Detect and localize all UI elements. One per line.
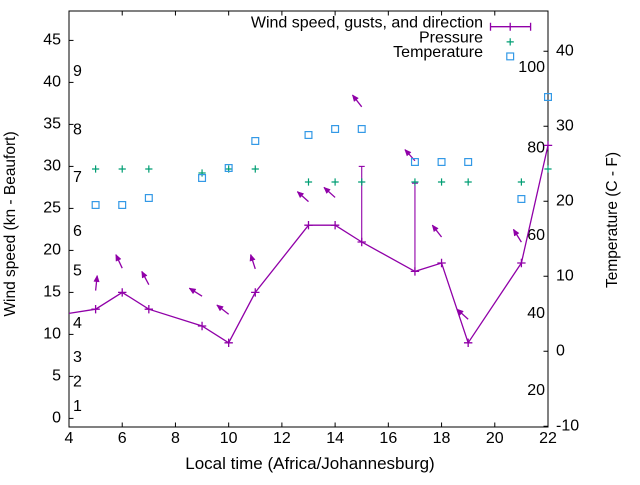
svg-text:40: 40 xyxy=(527,305,545,322)
svg-text:6: 6 xyxy=(118,430,127,447)
svg-text:8: 8 xyxy=(171,430,180,447)
svg-text:80: 80 xyxy=(527,140,545,157)
svg-text:9: 9 xyxy=(73,63,82,80)
svg-text:1: 1 xyxy=(73,398,82,415)
svg-text:20: 20 xyxy=(527,382,545,399)
svg-text:0: 0 xyxy=(556,342,565,359)
svg-text:4: 4 xyxy=(73,315,82,332)
svg-text:60: 60 xyxy=(527,227,545,244)
svg-text:20: 20 xyxy=(43,241,61,258)
svg-text:4: 4 xyxy=(65,430,74,447)
svg-text:22: 22 xyxy=(539,430,557,447)
svg-text:16: 16 xyxy=(379,430,397,447)
svg-text:20: 20 xyxy=(486,430,504,447)
svg-text:0: 0 xyxy=(52,409,61,426)
svg-text:35: 35 xyxy=(43,115,61,132)
svg-text:8: 8 xyxy=(73,122,82,139)
svg-text:Temperature (C - F): Temperature (C - F) xyxy=(604,152,621,288)
svg-text:15: 15 xyxy=(43,283,61,300)
svg-text:6: 6 xyxy=(73,223,82,240)
svg-text:2: 2 xyxy=(73,374,82,391)
svg-text:10: 10 xyxy=(220,430,238,447)
svg-text:12: 12 xyxy=(273,430,291,447)
svg-text:14: 14 xyxy=(326,430,344,447)
svg-text:10: 10 xyxy=(556,267,574,284)
svg-text:Temperature: Temperature xyxy=(393,44,483,61)
svg-text:Wind speed (kn - Beaufort): Wind speed (kn - Beaufort) xyxy=(2,131,19,316)
svg-text:45: 45 xyxy=(43,31,61,48)
svg-text:7: 7 xyxy=(73,169,82,186)
svg-text:5: 5 xyxy=(52,367,61,384)
svg-text:-10: -10 xyxy=(556,417,579,434)
svg-text:5: 5 xyxy=(73,262,82,279)
svg-text:40: 40 xyxy=(556,42,574,59)
svg-text:25: 25 xyxy=(43,199,61,216)
svg-text:18: 18 xyxy=(433,430,451,447)
svg-text:100: 100 xyxy=(518,59,545,76)
svg-text:Local time (Africa/Johannesbur: Local time (Africa/Johannesburg) xyxy=(185,454,434,473)
svg-text:30: 30 xyxy=(43,157,61,174)
svg-text:30: 30 xyxy=(556,117,574,134)
svg-text:10: 10 xyxy=(43,325,61,342)
svg-text:40: 40 xyxy=(43,73,61,90)
svg-text:20: 20 xyxy=(556,192,574,209)
svg-text:3: 3 xyxy=(73,349,82,366)
